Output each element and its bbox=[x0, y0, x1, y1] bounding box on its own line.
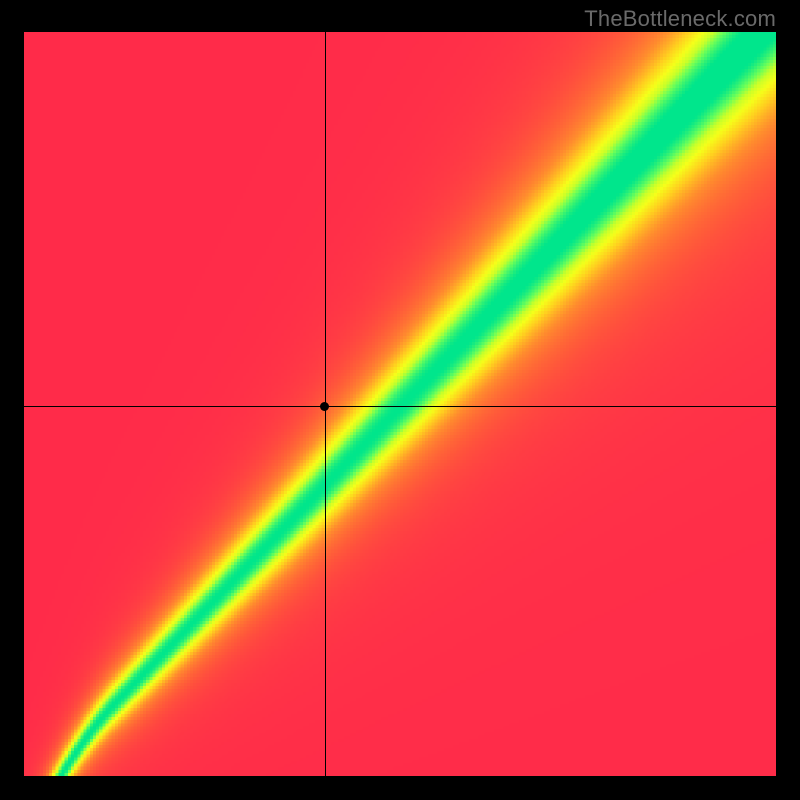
watermark-text: TheBottleneck.com bbox=[584, 6, 776, 32]
chart-container: TheBottleneck.com bbox=[0, 0, 800, 800]
crosshair-point bbox=[320, 402, 329, 411]
crosshair-horizontal bbox=[24, 406, 776, 407]
heatmap-canvas bbox=[24, 32, 776, 776]
heatmap-plot bbox=[24, 32, 776, 776]
